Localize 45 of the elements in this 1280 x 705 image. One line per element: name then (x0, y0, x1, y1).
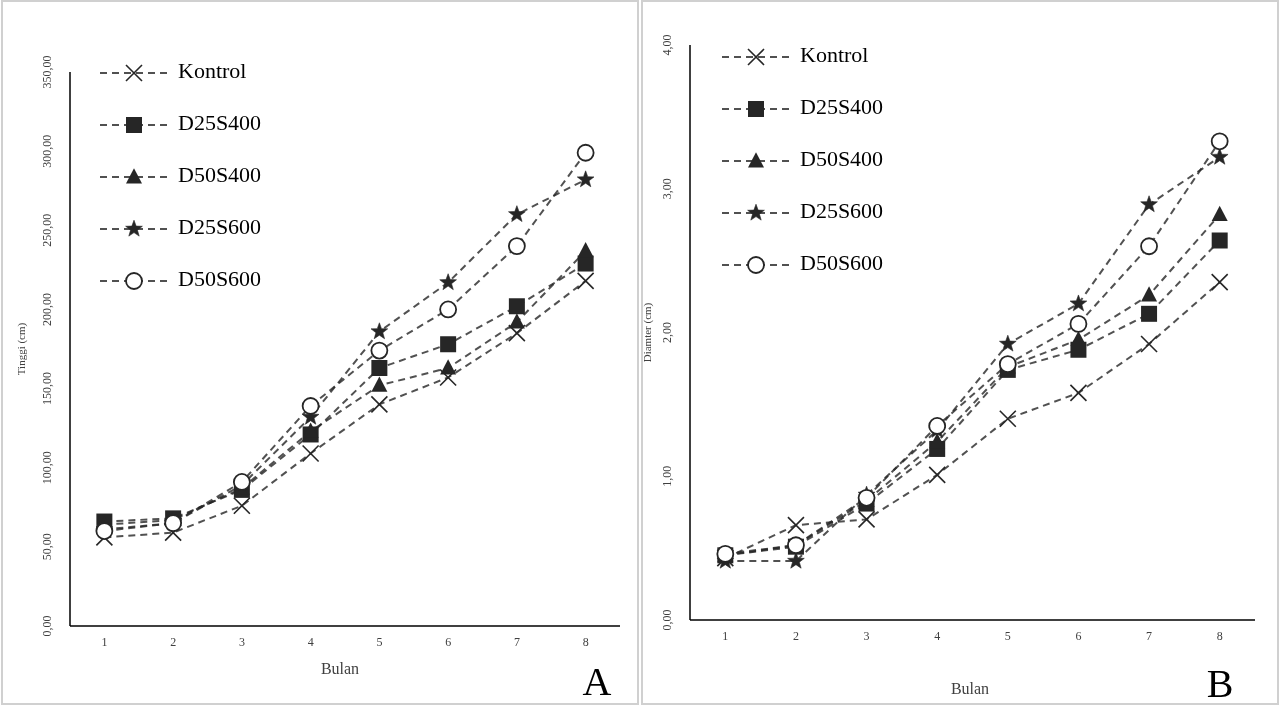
legend-label: D25S400 (178, 110, 262, 136)
legend-label: D50S400 (178, 162, 262, 188)
x-axis-title: Bulan (320, 660, 360, 677)
x-tick-label: 2 (792, 629, 799, 643)
x-tick-label: 5 (376, 635, 383, 649)
y-axis-title: Tinggi (cm) (14, 322, 28, 376)
x-tick-label: 5 (1004, 629, 1011, 643)
x-tick-label: 4 (307, 635, 314, 649)
x-axis-title: Bulan (950, 680, 990, 697)
y-tick-label: 2,00 (659, 322, 674, 343)
y-tick-label: 250,00 (39, 213, 54, 247)
x-tick-label: 7 (513, 635, 520, 649)
y-tick-label: 300,00 (39, 134, 54, 168)
text: B (1206, 661, 1234, 705)
y-tick-label: 150,00 (39, 372, 54, 406)
legend-label: D25S400 (800, 94, 884, 120)
y-tick-label: 50,00 (39, 533, 54, 561)
x-tick-label: 3 (238, 635, 245, 649)
legend-label: D25S600 (800, 198, 884, 224)
y-tick-label: 200,00 (39, 292, 54, 326)
legend-label: Kontrol (800, 42, 869, 68)
x-tick-label: 6 (445, 635, 452, 649)
y-tick-label: 4,00 (659, 34, 674, 56)
x-tick-label: 1 (722, 629, 729, 643)
legend-label: D25S600 (178, 214, 262, 240)
x-tick-label: 1 (101, 635, 108, 649)
legend-label: D50S600 (178, 266, 262, 292)
x-tick-label: 8 (582, 635, 589, 649)
y-axis-title: Diamter (cm) (640, 302, 654, 363)
x-tick-label: 7 (1146, 629, 1153, 643)
y-tick-label: 1,00 (659, 465, 674, 487)
y-tick-label: 0,00 (659, 609, 674, 631)
text: A (582, 659, 612, 704)
x-tick-label: 4 (934, 629, 941, 643)
y-tick-label: 0,00 (39, 615, 54, 637)
y-tick-label: 100,00 (39, 451, 54, 485)
x-tick-label: 3 (863, 629, 870, 643)
legend-label: D50S600 (800, 250, 884, 276)
y-tick-label: 350,00 (39, 55, 54, 89)
legend-label: Kontrol (178, 58, 247, 84)
x-tick-label: 8 (1216, 629, 1223, 643)
y-tick-label: 3,00 (659, 178, 674, 200)
x-tick-label: 6 (1075, 629, 1082, 643)
legend-label: D50S400 (800, 146, 884, 172)
x-tick-label: 2 (170, 635, 177, 649)
